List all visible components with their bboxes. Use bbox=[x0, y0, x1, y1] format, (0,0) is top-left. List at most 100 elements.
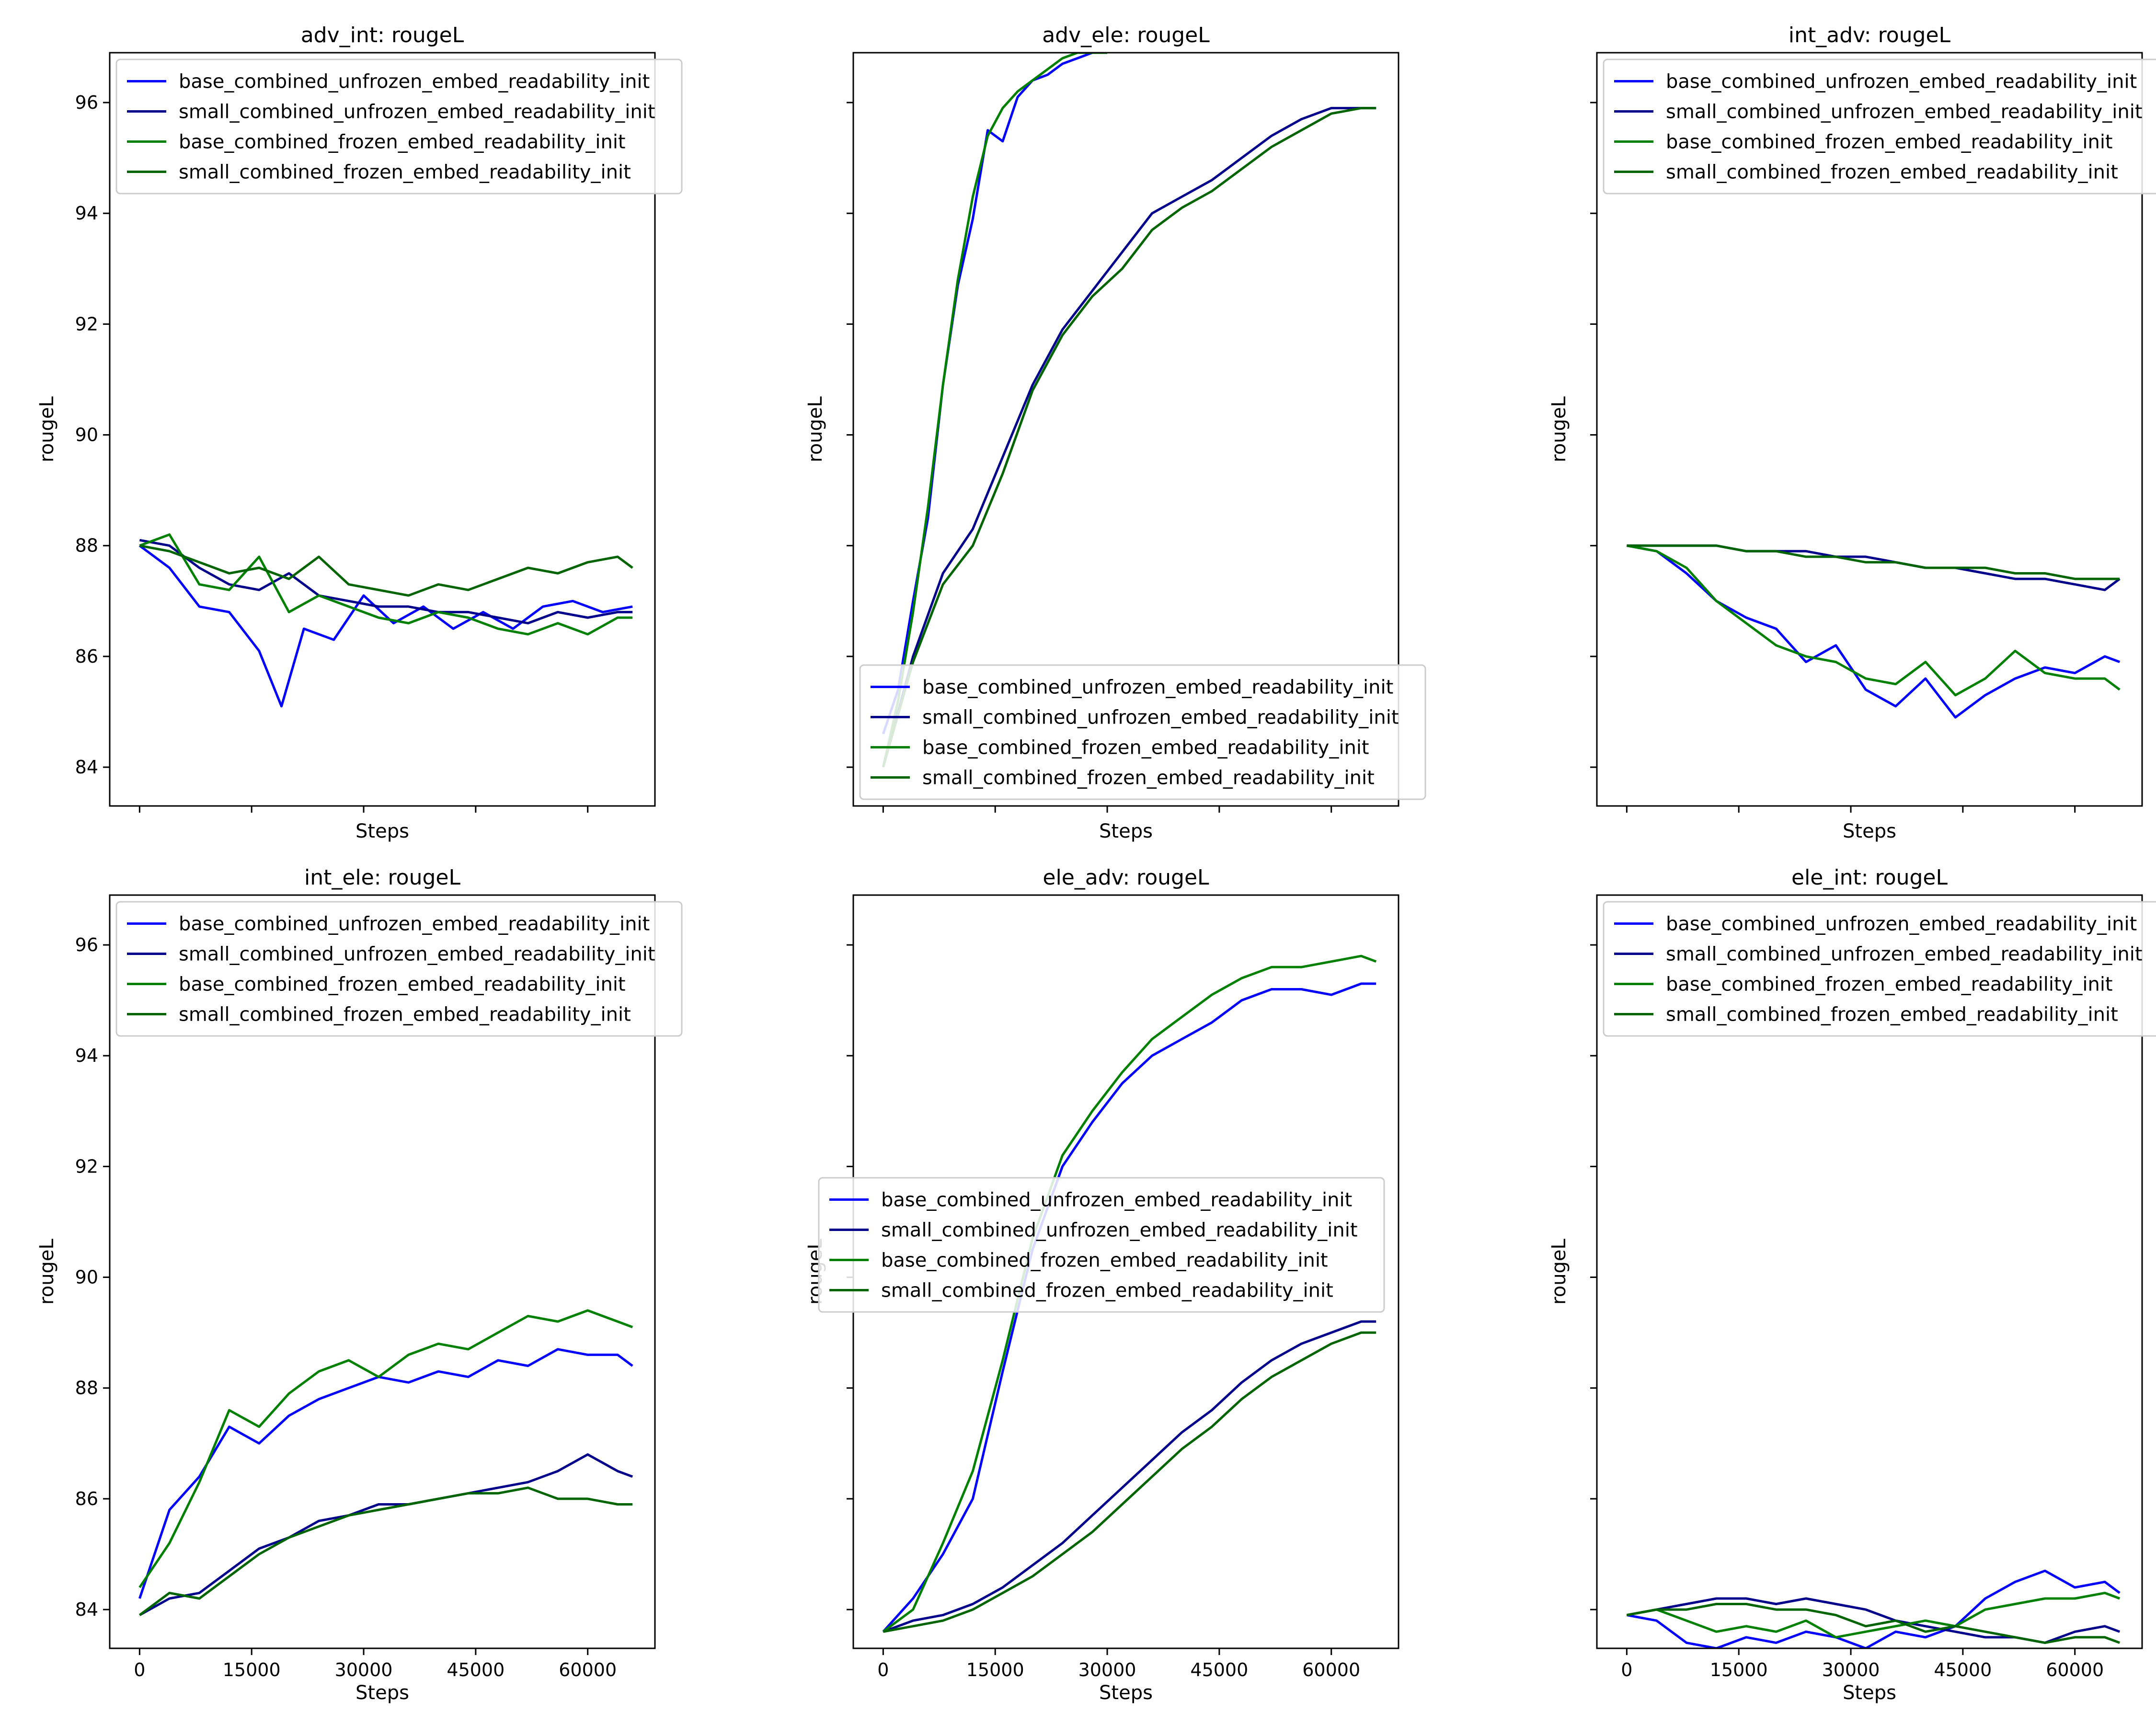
series-line-3 bbox=[883, 1331, 1376, 1633]
legend-entry: small_combined_unfrozen_embed_readabilit… bbox=[1666, 101, 2143, 123]
y-tick-label: 86 bbox=[75, 1488, 98, 1509]
series-group bbox=[138, 533, 633, 708]
series-group bbox=[1626, 1569, 2121, 1648]
series-line-2 bbox=[882, 53, 1107, 768]
y-tick-label: 94 bbox=[75, 1045, 98, 1066]
x-tick-label: 45000 bbox=[447, 1659, 505, 1680]
legend-entry: small_combined_frozen_embed_readability_… bbox=[1666, 1004, 2118, 1026]
chart-title: ele_int: rougeL bbox=[1791, 865, 1948, 890]
legend: base_combined_unfrozen_embed_readability… bbox=[1603, 901, 2156, 1037]
chart-title: int_adv: rougeL bbox=[1789, 23, 1951, 47]
legend-box bbox=[115, 58, 683, 195]
series-group bbox=[882, 954, 1377, 1633]
y-tick-label: 84 bbox=[75, 1599, 98, 1620]
y-axis-label: rougeL bbox=[36, 396, 58, 462]
x-tick-label: 60000 bbox=[1302, 1659, 1360, 1680]
series-line-2 bbox=[138, 1309, 633, 1588]
panel-0: 84 86 88 90 92 94 96 adv_int: rougeL Steps rougeL… bbox=[36, 23, 683, 842]
series-line-3 bbox=[139, 544, 633, 597]
legend-entry: small_combined_frozen_embed_readability_… bbox=[922, 767, 1375, 789]
series-line-0 bbox=[138, 1348, 633, 1599]
x-tick-label: 30000 bbox=[335, 1659, 393, 1680]
panel-3: 84 86 88 90 92 94 96 0 15000 30000 45000 60000 int_e… bbox=[36, 865, 683, 1704]
axes-frame bbox=[1596, 894, 2143, 1649]
series-line-3 bbox=[1626, 1603, 2121, 1644]
y-axis-label: rougeL bbox=[804, 396, 826, 462]
legend-box bbox=[1603, 901, 2156, 1037]
legend-entry: small_combined_unfrozen_embed_readabilit… bbox=[179, 943, 655, 966]
series-line-2 bbox=[139, 533, 633, 636]
panel-1: adv_ele: rougeL Steps rougeL base_combined_… bbox=[804, 23, 1426, 842]
axes-frame bbox=[109, 52, 656, 807]
legend: base_combined_unfrozen_embed_readability… bbox=[1603, 58, 2156, 195]
legend: base_combined_unfrozen_embed_readability… bbox=[115, 901, 683, 1037]
legend: base_combined_unfrozen_embed_readability… bbox=[115, 58, 683, 195]
y-tick-label: 84 bbox=[75, 757, 98, 778]
legend-entry: base_combined_frozen_embed_readability_i… bbox=[179, 974, 626, 996]
legend-entry: base_combined_unfrozen_embed_readability… bbox=[881, 1189, 1352, 1211]
legend-entry: small_combined_frozen_embed_readability_… bbox=[881, 1280, 1333, 1302]
legend-entry: small_combined_frozen_embed_readability_… bbox=[179, 1004, 631, 1026]
series-line-0 bbox=[138, 544, 633, 708]
legend-box bbox=[115, 901, 683, 1037]
x-tick-label: 30000 bbox=[1078, 1659, 1136, 1680]
legend-entry: base_combined_frozen_embed_readability_i… bbox=[881, 1250, 1328, 1272]
legend-entry: base_combined_unfrozen_embed_readability… bbox=[1666, 913, 2137, 935]
x-tick-label: 30000 bbox=[1822, 1659, 1880, 1680]
x-axis-label: Steps bbox=[1099, 1682, 1153, 1704]
legend-entry: small_combined_unfrozen_embed_readabilit… bbox=[179, 101, 655, 123]
legend-entry: small_combined_unfrozen_embed_readabilit… bbox=[881, 1219, 1358, 1242]
y-axis-label: rougeL bbox=[1548, 1238, 1570, 1304]
legend-entry: small_combined_frozen_embed_readability_… bbox=[179, 161, 631, 184]
chart-title: adv_ele: rougeL bbox=[1042, 23, 1210, 47]
legend-entry: base_combined_frozen_embed_readability_i… bbox=[1666, 131, 2113, 153]
series-group bbox=[138, 1309, 633, 1616]
y-tick-label: 90 bbox=[75, 425, 98, 446]
legend: base_combined_unfrozen_embed_readability… bbox=[818, 1177, 1385, 1313]
x-tick-label: 15000 bbox=[1710, 1659, 1768, 1680]
series-line-0 bbox=[882, 53, 1093, 735]
legend-entry: base_combined_frozen_embed_readability_i… bbox=[922, 737, 1369, 759]
y-axis-label: rougeL bbox=[1548, 396, 1570, 462]
legend-entry: base_combined_unfrozen_embed_readability… bbox=[922, 677, 1393, 699]
legend-entry: base_combined_unfrozen_embed_readability… bbox=[1666, 71, 2137, 93]
y-tick-label: 92 bbox=[75, 313, 98, 334]
axes-frame bbox=[852, 52, 1399, 807]
y-axis-label: rougeL bbox=[36, 1238, 58, 1304]
legend: base_combined_unfrozen_embed_readability… bbox=[859, 664, 1426, 800]
legend-entry: small_combined_unfrozen_embed_readabilit… bbox=[922, 707, 1399, 729]
y-tick-label: 86 bbox=[75, 646, 98, 667]
series-line-1 bbox=[1626, 1597, 2121, 1644]
y-tick-label: 96 bbox=[75, 934, 98, 955]
series-line-2 bbox=[882, 954, 1377, 1633]
series-line-3 bbox=[1627, 544, 2120, 580]
legend-entry: small_combined_frozen_embed_readability_… bbox=[1666, 161, 2118, 184]
x-tick-label: 0 bbox=[134, 1659, 145, 1680]
chart-title: ele_adv: rougeL bbox=[1043, 865, 1209, 890]
series-line-1 bbox=[139, 1453, 633, 1616]
axes-frame bbox=[109, 894, 656, 1649]
series-line-3 bbox=[138, 1486, 633, 1616]
chart-title: int_ele: rougeL bbox=[304, 865, 460, 890]
series-line-0 bbox=[882, 982, 1376, 1633]
legend-box bbox=[818, 1177, 1385, 1313]
legend-entry: base_combined_frozen_embed_readability_i… bbox=[1666, 974, 2113, 996]
series-line-2 bbox=[1626, 544, 2121, 697]
series-group bbox=[1626, 544, 2121, 719]
x-axis-label: Steps bbox=[356, 820, 409, 842]
series-group bbox=[882, 53, 1376, 768]
x-axis-label: Steps bbox=[1099, 820, 1153, 842]
x-axis-label: Steps bbox=[1843, 820, 1896, 842]
series-line-0 bbox=[1626, 544, 2121, 719]
panel-5: 0 15000 30000 45000 60000 ele_int: rougeL Step… bbox=[1548, 865, 2156, 1704]
legend-box bbox=[1603, 58, 2156, 195]
x-tick-label: 60000 bbox=[559, 1659, 617, 1680]
legend-entry: small_combined_unfrozen_embed_readabilit… bbox=[1666, 943, 2143, 966]
y-tick-label: 88 bbox=[75, 1378, 98, 1399]
y-tick-label: 88 bbox=[75, 535, 98, 556]
chart-title: adv_int: rougeL bbox=[301, 23, 464, 47]
panel-4: 0 15000 30000 45000 60000 ele_adv: rougeL Step… bbox=[804, 865, 1399, 1704]
y-tick-label: 90 bbox=[75, 1267, 98, 1288]
x-tick-label: 15000 bbox=[223, 1659, 281, 1680]
